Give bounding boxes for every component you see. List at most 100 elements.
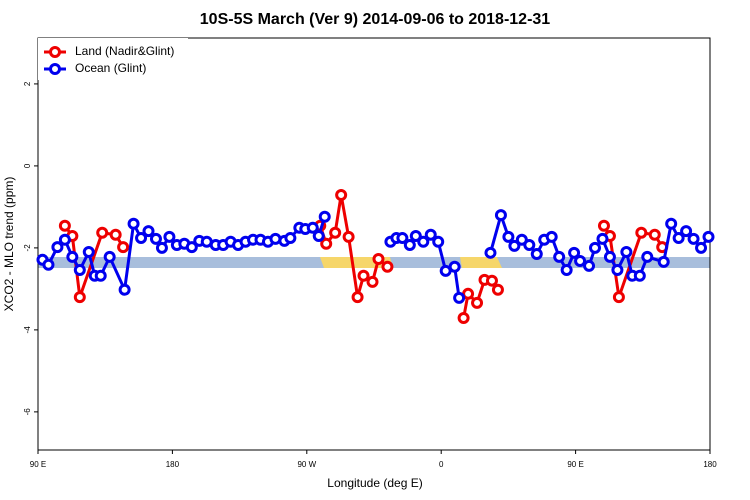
- data-point: [351, 291, 364, 304]
- data-point: [515, 233, 528, 246]
- data-point: [318, 210, 331, 223]
- data-point: [545, 230, 558, 243]
- data-point: [439, 264, 452, 277]
- land-band: [460, 257, 502, 268]
- data-point: [417, 235, 430, 248]
- data-point: [149, 232, 162, 245]
- data-point: [66, 250, 79, 263]
- data-point: [568, 246, 581, 259]
- data-point: [583, 259, 596, 272]
- data-point: [597, 219, 610, 232]
- plot-frame: [37, 37, 711, 451]
- data-point: [73, 264, 86, 277]
- data-point: [612, 291, 625, 304]
- data-point: [702, 230, 715, 243]
- data-point: [58, 233, 71, 246]
- data-point: [657, 255, 670, 268]
- data-point: [432, 235, 445, 248]
- data-point: [163, 230, 176, 243]
- data-point: [396, 232, 409, 245]
- data-point: [185, 241, 198, 254]
- data-point: [603, 250, 616, 263]
- data-point: [680, 225, 693, 238]
- y-tick-label: -4: [23, 326, 32, 334]
- data-point: [51, 241, 64, 254]
- x-tick-label: 180: [703, 460, 717, 469]
- data-point: [553, 250, 566, 263]
- legend-label: Land (Nadir&Glint): [75, 44, 174, 58]
- data-point: [284, 232, 297, 245]
- data-point: [508, 239, 521, 252]
- data-point: [648, 228, 661, 241]
- data-point: [127, 217, 140, 230]
- data-point: [485, 274, 498, 287]
- y-tick-label: -6: [23, 408, 32, 416]
- data-point: [103, 250, 116, 263]
- data-point: [42, 258, 55, 271]
- x-tick-label: 180: [166, 460, 180, 469]
- data-point: [82, 245, 95, 258]
- data-point: [633, 269, 646, 282]
- data-point: [665, 217, 678, 230]
- data-point: [372, 252, 385, 265]
- data-point: [484, 246, 497, 259]
- data-point: [366, 275, 379, 288]
- data-point: [574, 255, 587, 268]
- data-point: [687, 232, 700, 245]
- data-point: [96, 226, 109, 239]
- data-point: [117, 241, 130, 254]
- data-point: [109, 228, 122, 241]
- data-point: [611, 264, 624, 277]
- data-point: [155, 241, 168, 254]
- data-point: [424, 228, 437, 241]
- data-point: [695, 241, 708, 254]
- data-point: [620, 245, 633, 258]
- y-tick-label: 2: [23, 81, 32, 86]
- data-point: [409, 230, 422, 243]
- data-point: [494, 209, 507, 222]
- chart-title: 10S-5S March (Ver 9) 2014-09-06 to 2018-…: [200, 11, 551, 28]
- data-point: [73, 291, 86, 304]
- y-tick-label: 0: [23, 163, 32, 168]
- data-point: [312, 230, 325, 243]
- data-point: [589, 241, 602, 254]
- data-point: [320, 237, 333, 250]
- data-point: [335, 189, 348, 202]
- data-point: [530, 248, 543, 261]
- data-point: [560, 264, 573, 277]
- x-tick-label: 90 E: [30, 460, 46, 469]
- data-point: [641, 250, 654, 263]
- data-point: [462, 287, 475, 300]
- legend-marker: [49, 46, 61, 58]
- data-point: [457, 311, 470, 324]
- data-point: [453, 291, 466, 304]
- legend-label: Ocean (Glint): [75, 61, 146, 75]
- data-point: [672, 232, 685, 245]
- data-point: [329, 226, 342, 239]
- data-point: [403, 239, 416, 252]
- y-tick-label: -2: [23, 244, 32, 252]
- data-point: [135, 232, 148, 245]
- data-point: [306, 221, 319, 234]
- y-axis-label: XCO2 - MLO trend (ppm): [2, 177, 16, 312]
- data-point: [342, 230, 355, 243]
- x-tick-label: 90 W: [297, 460, 316, 469]
- data-point: [523, 239, 536, 252]
- data-point: [142, 225, 155, 238]
- data-point: [491, 283, 504, 296]
- data-point: [502, 230, 515, 243]
- x-tick-label: 90 E: [567, 460, 583, 469]
- legend-marker: [49, 63, 61, 75]
- x-tick-label: 0: [439, 460, 444, 469]
- data-point: [357, 269, 370, 282]
- data-point: [118, 283, 131, 296]
- data-point: [471, 296, 484, 309]
- data-point: [381, 260, 394, 273]
- data-point: [635, 226, 648, 239]
- data-point: [448, 260, 461, 273]
- data-point: [58, 219, 71, 232]
- legend: [38, 38, 188, 80]
- data-point: [596, 232, 609, 245]
- x-axis-label: Longitude (deg E): [327, 476, 422, 490]
